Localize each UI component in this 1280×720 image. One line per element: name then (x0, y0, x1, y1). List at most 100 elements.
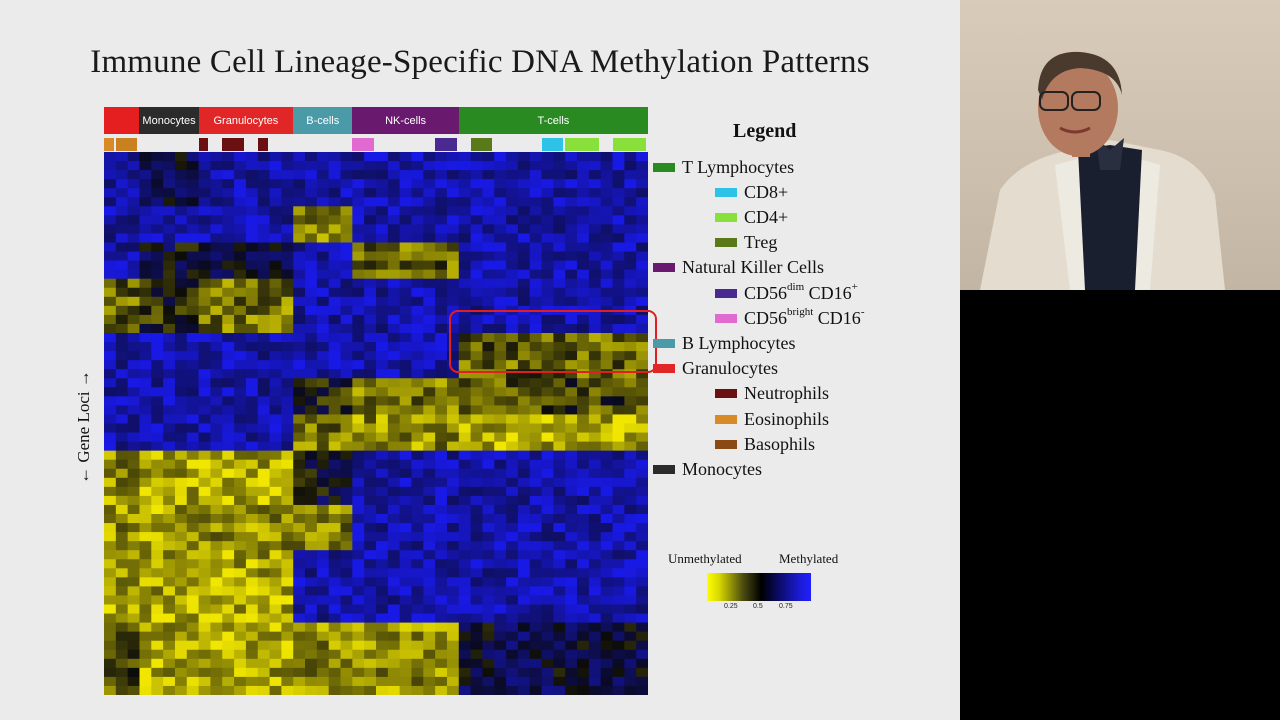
heatmap-cell (186, 586, 200, 597)
heatmap-cell (565, 604, 578, 615)
heatmap-cell (612, 351, 625, 361)
heatmap-cell (352, 486, 365, 497)
heatmap-cell (186, 305, 200, 316)
heatmap-cell (565, 649, 578, 660)
heatmap-cell (151, 269, 164, 280)
heatmap-cell (281, 631, 294, 642)
heatmap-cell (104, 369, 117, 379)
heatmap-cell (127, 514, 141, 524)
heatmap-cell (529, 514, 543, 524)
heatmap-cell (269, 242, 282, 253)
heatmap-cell (364, 423, 377, 434)
heatmap-cell (352, 215, 365, 225)
heatmap-cell (257, 305, 271, 316)
heatmap-cell (482, 685, 495, 695)
heatmap-cell (387, 287, 401, 298)
heatmap-cell (328, 323, 342, 334)
heatmap-cell (127, 640, 141, 651)
heatmap-cell (245, 269, 259, 280)
heatmap-cell (210, 396, 223, 406)
heatmap-cell (494, 477, 507, 488)
heatmap-cell (636, 260, 648, 271)
heatmap-cell (257, 296, 271, 307)
heatmap-cell (387, 568, 401, 578)
heatmap-cell (600, 206, 614, 216)
heatmap-cell (565, 622, 578, 633)
heatmap-cell (517, 667, 531, 678)
heatmap-cell (470, 197, 484, 207)
heatmap-cell (364, 586, 377, 597)
heatmap-cell (482, 152, 495, 162)
heatmap-cell (234, 504, 247, 515)
heatmap-cell (577, 640, 590, 651)
heatmap-cell (293, 314, 306, 325)
heatmap-cell (624, 631, 637, 642)
heatmap-cell (139, 152, 152, 162)
heatmap-cell (151, 333, 164, 343)
heatmap-cell (399, 550, 413, 560)
heatmap-cell (612, 441, 625, 452)
heatmap-cell (600, 179, 614, 189)
heatmap-cell (517, 251, 531, 262)
heatmap-cell (376, 658, 389, 669)
heatmap-cell (517, 224, 531, 235)
heatmap-cell (553, 414, 566, 425)
heatmap-cell (364, 314, 377, 325)
heatmap-cell (494, 685, 507, 695)
heatmap-cell (245, 658, 259, 669)
heatmap-cell (151, 396, 164, 406)
heatmap-cell (387, 459, 401, 470)
heatmap-cell (588, 179, 602, 189)
heatmap-cell (577, 568, 590, 578)
heatmap-cell (399, 179, 413, 189)
heatmap-cell (482, 161, 495, 171)
heatmap-cell (588, 432, 602, 443)
heatmap-cell (458, 206, 472, 216)
heatmap-cell (127, 450, 141, 461)
heatmap-cell (115, 541, 129, 551)
heatmap-cell (529, 622, 543, 633)
heatmap-cell (411, 314, 424, 325)
heatmap-cell (316, 251, 330, 262)
heatmap-cell (174, 188, 188, 198)
heatmap-cell (186, 296, 200, 307)
heatmap-cell (174, 459, 188, 470)
heatmap-cell (541, 378, 554, 388)
heatmap-cell (328, 595, 342, 606)
heatmap-cell (553, 323, 566, 334)
heatmap-cell (364, 649, 377, 660)
heatmap-cell (316, 206, 330, 216)
heatmap-cell (636, 595, 648, 606)
heatmap-cell (506, 495, 519, 506)
heatmap-cell (399, 640, 413, 651)
heatmap-cell (565, 242, 578, 253)
heatmap-cell (482, 477, 495, 488)
heatmap-cell (600, 468, 614, 479)
heatmap-cell (399, 613, 413, 624)
heatmap-cell (470, 387, 484, 397)
heatmap-cell (636, 532, 648, 542)
heatmap-cell (281, 559, 294, 569)
heatmap-cell (399, 685, 413, 695)
heatmap-cell (588, 658, 602, 669)
heatmap-cell (328, 667, 342, 678)
heatmap-cell (399, 305, 413, 316)
heatmap-cell (198, 305, 212, 316)
heatmap-cell (399, 495, 413, 506)
heatmap-cell (139, 523, 152, 533)
heatmap-cell (186, 514, 200, 524)
heatmap-cell (293, 269, 306, 280)
heatmap-cell (222, 314, 235, 325)
heatmap-cell (115, 224, 129, 235)
heatmap-cell (399, 486, 413, 497)
heatmap-cell (305, 550, 318, 560)
heatmap-cell (423, 314, 436, 325)
heatmap-cell (186, 351, 200, 361)
heatmap-cell (245, 251, 259, 262)
heatmap-cell (281, 586, 294, 597)
heatmap-cell (186, 595, 200, 606)
heatmap-cell (636, 676, 648, 687)
heatmap-cell (612, 296, 625, 307)
heatmap-cell (139, 577, 152, 587)
heatmap-cell (470, 604, 484, 615)
